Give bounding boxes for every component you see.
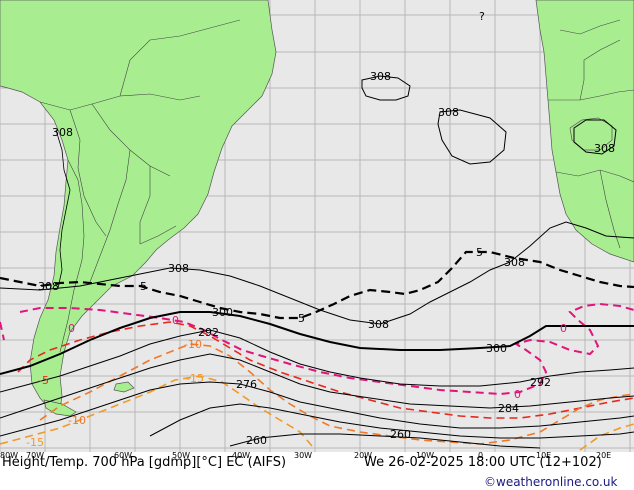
temp-label-0-d: 0 [560, 322, 567, 335]
temp-label-0-a: 0 [68, 322, 75, 335]
temp-contour-minus15 [0, 375, 313, 447]
lon-label-10e: 10E [536, 451, 551, 460]
lon-label-0: 0 [478, 451, 483, 460]
land-falklands [113, 381, 135, 393]
temp-contour-minus15b [579, 423, 634, 451]
label-308-g: 308 [368, 318, 389, 331]
label-308-c: 308 [594, 142, 615, 155]
label-308-d: 308 [52, 126, 73, 139]
lon-label-30w: 30W [294, 451, 312, 460]
country-borders [39, 19, 241, 353]
lon-label-40w: 40W [232, 451, 250, 460]
height-contour-260 [229, 433, 541, 449]
label-292-b: 292 [530, 376, 551, 389]
temp-contour-plus5 [0, 250, 634, 320]
temp-label-minus10-b: -10 [68, 414, 86, 427]
land-tierra-del-fuego [43, 399, 77, 417]
height-contour-276 [0, 381, 634, 437]
height-contour-308-closed-b [437, 109, 507, 165]
lon-label-20w: 20W [354, 451, 372, 460]
temp-label-minus15-b: -15 [26, 436, 44, 449]
temp-label-minus10: -10 [184, 338, 202, 351]
label-300-b: 300 [486, 342, 507, 355]
label-308-h: 308 [504, 256, 525, 269]
lon-label-10w: 10W [416, 451, 434, 460]
label-276: 276 [236, 378, 257, 391]
temp-label-minus15-a: -15 [186, 372, 204, 385]
temp-label-5-b: 5 [298, 312, 305, 325]
label-284: 284 [498, 402, 519, 415]
temperature-labels: 5 5 5 0 0 0 0 -5 -10 -10 -15 -15 [26, 246, 567, 449]
lon-label-80w: 80W [0, 451, 18, 460]
height-contour-308-closed-c [573, 119, 617, 155]
temp-label-minus5: -5 [38, 374, 49, 387]
label-260-b: 260 [390, 428, 411, 441]
height-labels: 308 308 308 308 308 308 300 300 292 292 … [38, 70, 615, 447]
credit-text: ©weatheronline.co.uk [484, 475, 617, 489]
label-308-e: 308 [38, 280, 59, 293]
label-292-a: 292 [198, 326, 219, 339]
label-260-a: 260 [246, 434, 267, 447]
caption-left: Height/Temp. 700 hPa [gdmp][°C] EC (AIFS… [2, 455, 286, 470]
height-contour-308-closed-a [361, 75, 411, 101]
height-contours [0, 75, 634, 449]
label-308-b: 308 [438, 106, 459, 119]
africa-borders [548, 19, 634, 249]
temp-label-0-b: 0 [172, 314, 179, 327]
label-308-f: 308 [168, 262, 189, 275]
temp-label-5-a: 5 [140, 280, 147, 293]
temp-contour-minus10 [39, 343, 634, 445]
height-contour-284 [0, 353, 634, 419]
caption-right: We 26-02-2025 18:00 UTC (12+102) [364, 455, 602, 470]
height-contour-308-south [0, 221, 634, 325]
lon-label-70w: 70W [26, 451, 44, 460]
temp-label-5-c: 5 [476, 246, 483, 259]
label-300-a: 300 [212, 306, 233, 319]
lon-label-50w: 50W [172, 451, 190, 460]
height-contour-308-andes [55, 129, 71, 289]
label-308-a: 308 [370, 70, 391, 83]
height-contour-300 [0, 311, 634, 375]
temp-contour-zero [0, 302, 634, 396]
height-contour-268 [149, 403, 634, 439]
height-contour-292 [0, 329, 634, 393]
temp-label-0-c: 0 [514, 388, 521, 401]
map-marker: ? [479, 10, 485, 23]
longitude-labels: 80W 70W 60W 50W 40W 30W 20W 10W 0 10E 20… [0, 451, 611, 460]
lon-label-20e: 20E [596, 451, 611, 460]
lon-label-60w: 60W [114, 451, 132, 460]
